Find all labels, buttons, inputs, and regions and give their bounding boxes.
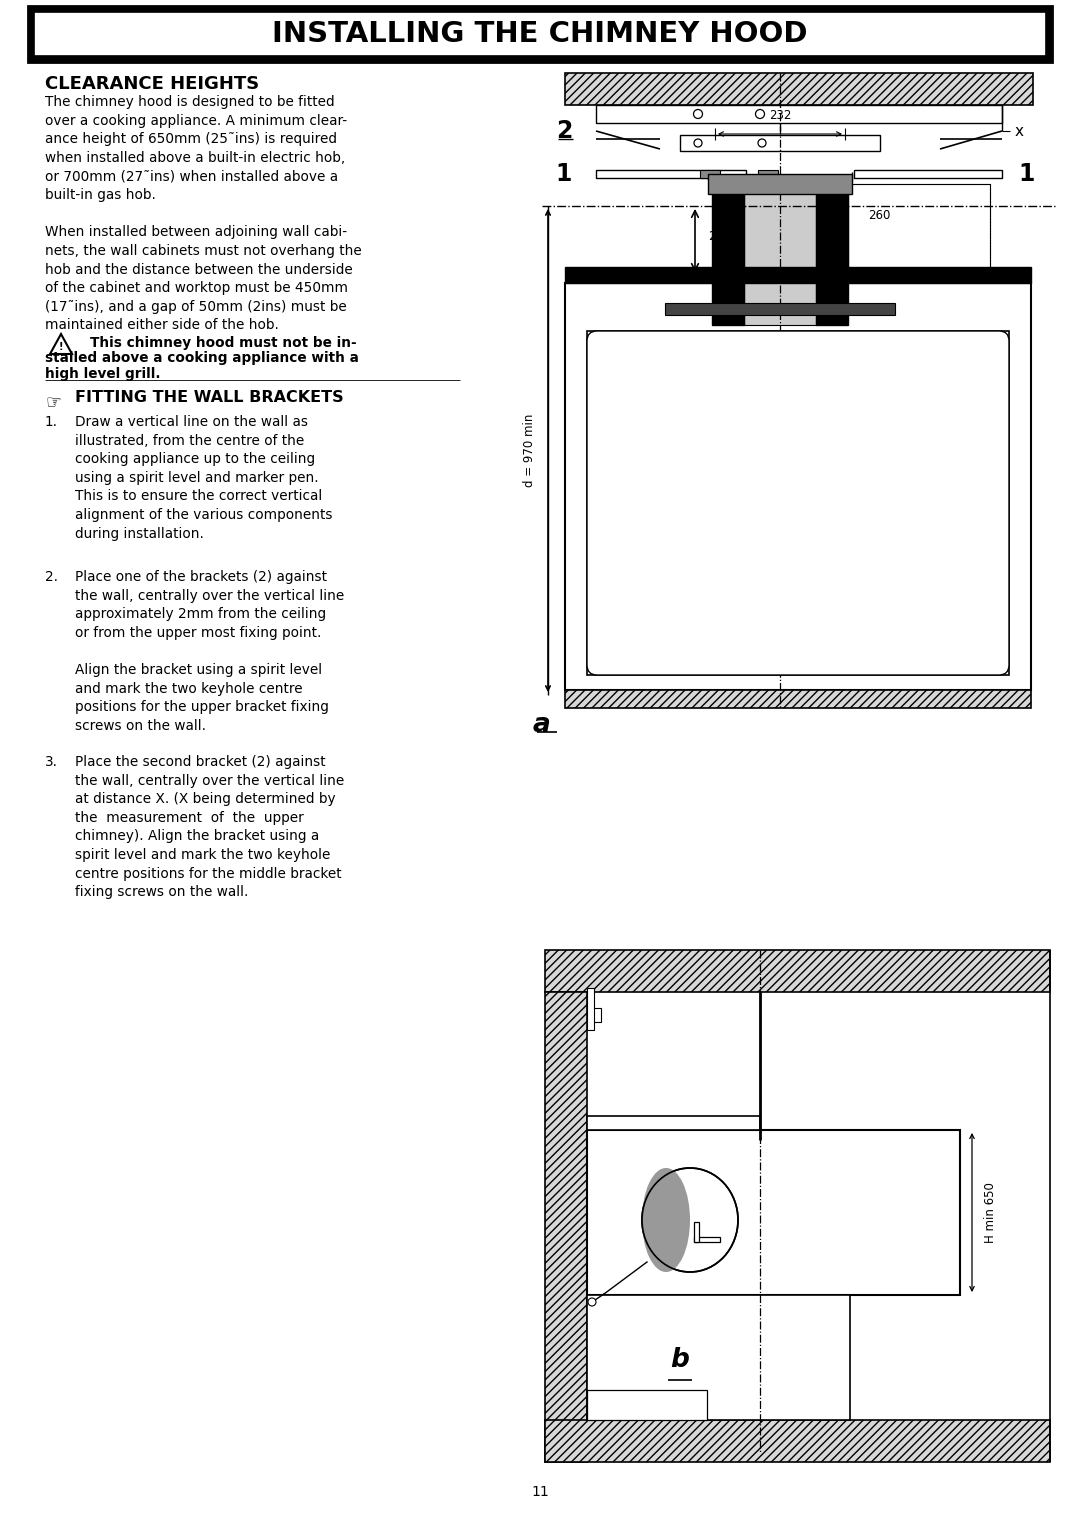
Bar (700, 170, 720, 177)
Bar (565, 690, 1031, 708)
Ellipse shape (642, 1167, 738, 1271)
Ellipse shape (642, 1167, 690, 1271)
Text: 1.: 1. (45, 415, 58, 428)
Bar (596, 170, 746, 177)
Bar (676, 207, 684, 275)
Bar (545, 950, 1050, 991)
Bar (596, 106, 1002, 122)
Bar (744, 181, 816, 324)
Text: INSTALLING THE CHIMNEY HOOD: INSTALLING THE CHIMNEY HOOD (272, 20, 808, 47)
Text: Place one of the brackets (2) against
the wall, centrally over the vertical line: Place one of the brackets (2) against th… (75, 571, 345, 733)
Bar (588, 1294, 850, 1420)
Bar (694, 1222, 699, 1242)
Bar (708, 174, 852, 194)
Bar (848, 184, 990, 275)
FancyBboxPatch shape (588, 330, 1009, 675)
Bar (665, 303, 895, 315)
Text: The chimney hood is designed to be fitted
over a cooking appliance. A minimum cl: The chimney hood is designed to be fitte… (45, 95, 362, 332)
Bar (565, 268, 1031, 283)
Text: 1: 1 (555, 162, 572, 187)
Circle shape (588, 1297, 596, 1307)
Bar (565, 73, 1032, 106)
Bar (588, 1389, 707, 1420)
Bar (588, 330, 1009, 675)
Text: 3.: 3. (45, 754, 58, 770)
Text: 11: 11 (531, 1486, 549, 1499)
Text: CLEARANCE HEIGHTS: CLEARANCE HEIGHTS (45, 75, 259, 93)
Bar (588, 1115, 760, 1131)
Bar (33, 12, 1047, 57)
Bar (588, 1008, 600, 1022)
Text: FITTING THE WALL BRACKETS: FITTING THE WALL BRACKETS (75, 390, 343, 405)
Text: a: a (532, 711, 550, 737)
Bar (588, 988, 594, 1030)
Bar (758, 170, 778, 177)
Text: 1: 1 (1018, 162, 1035, 187)
Polygon shape (596, 132, 660, 139)
Text: 232: 232 (769, 109, 792, 122)
Bar (680, 135, 880, 151)
Text: !: ! (58, 343, 64, 352)
Text: d = 970 min: d = 970 min (523, 413, 536, 487)
Text: 20: 20 (708, 230, 723, 243)
Bar (545, 1420, 1050, 1463)
Text: high level grill.: high level grill. (45, 367, 161, 381)
Bar (694, 1236, 720, 1242)
Bar (854, 170, 1002, 177)
Text: x: x (1015, 124, 1024, 139)
Text: 2.: 2. (45, 571, 58, 584)
Text: Place the second bracket (2) against
the wall, centrally over the vertical line
: Place the second bracket (2) against the… (75, 754, 345, 900)
Bar (588, 991, 1050, 1420)
Text: b: b (671, 1346, 689, 1372)
Bar (848, 184, 990, 275)
Text: This chimney hood must not be in-: This chimney hood must not be in- (71, 337, 356, 350)
Bar (816, 181, 848, 324)
Text: H min 650: H min 650 (984, 1183, 997, 1242)
Bar (588, 1131, 960, 1294)
Text: Draw a vertical line on the wall as
illustrated, from the centre of the
cooking : Draw a vertical line on the wall as illu… (75, 415, 333, 540)
Text: 2: 2 (555, 119, 572, 142)
Text: 260: 260 (868, 210, 890, 222)
Bar (28, 6, 1052, 63)
Bar (545, 991, 588, 1463)
Text: stalled above a cooking appliance with a: stalled above a cooking appliance with a (45, 350, 359, 366)
Text: ☞: ☞ (45, 393, 62, 412)
Bar (712, 181, 744, 324)
Bar (565, 283, 1031, 690)
